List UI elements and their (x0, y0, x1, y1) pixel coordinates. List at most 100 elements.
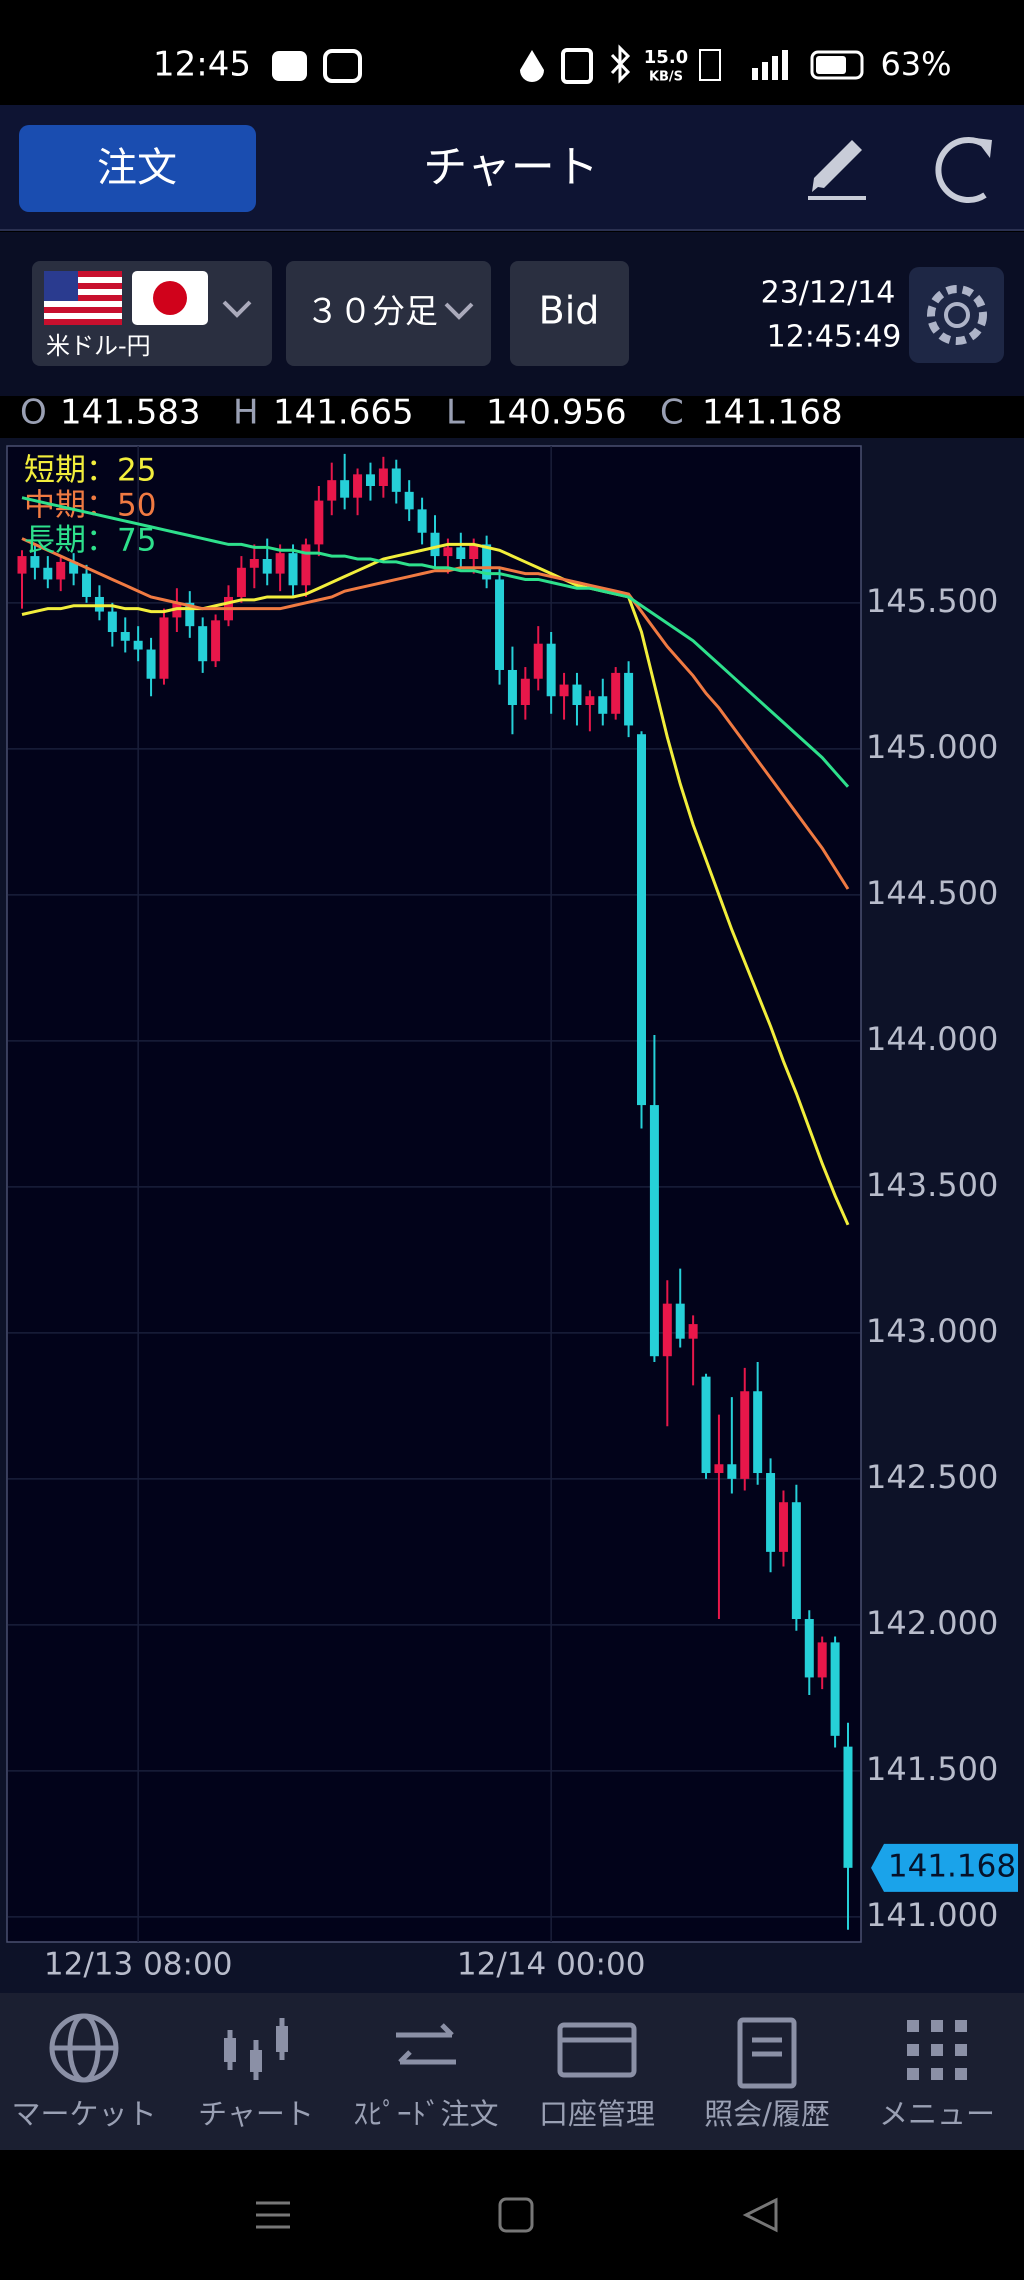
pair-label: 米ドル-円 (46, 332, 151, 360)
candle-body (649, 1105, 659, 1357)
y-tick-label: 142.000 (866, 1604, 998, 1642)
price-tag-label: 141.168 (888, 1848, 1016, 1884)
chart: 145.500 145.000 144.500 144.000 143.500 143.0… (8, 446, 1018, 1983)
candle-body (740, 1391, 750, 1479)
candle-body (82, 573, 92, 597)
candle-body (624, 672, 634, 726)
order-button[interactable] (19, 125, 256, 212)
candle-body (288, 553, 298, 586)
nav-label: メニュー (879, 2097, 995, 2131)
candle-body (443, 547, 453, 557)
timeframe-label: ３０分足 (306, 292, 438, 331)
candle-body (236, 567, 246, 597)
candle-body (430, 532, 440, 557)
candle-body (778, 1502, 788, 1552)
candle-body (17, 556, 27, 574)
toolbar-date: 23/12/14 (761, 276, 896, 311)
candle-body (572, 684, 582, 706)
net-speed: 15.0 (644, 47, 688, 68)
edit-button[interactable] (808, 140, 866, 200)
ma-line (21, 496, 850, 788)
volte-icon (699, 49, 721, 81)
refresh-button[interactable] (935, 137, 992, 203)
candle-body (533, 643, 543, 679)
candle-body (120, 632, 130, 641)
candle-body (262, 559, 272, 574)
candle-body (714, 1464, 724, 1474)
candle-body (417, 509, 427, 533)
candle-body (340, 480, 350, 498)
ohlc-value: 140.956 (486, 393, 627, 433)
net-unit: KB/S (649, 70, 683, 85)
jp-flag-sun (153, 281, 187, 315)
y-tick-label: 145.500 (866, 582, 998, 620)
candle-body (249, 559, 259, 568)
bluetooth-icon (610, 44, 631, 84)
nav-label: マーケット (11, 2097, 156, 2131)
candle-body (495, 579, 505, 670)
candle-body (56, 561, 66, 580)
candle-body (185, 602, 195, 627)
gear-icon (927, 285, 987, 345)
nav-icons (49, 2013, 797, 2089)
candle-body (301, 544, 311, 586)
candle-body (791, 1502, 801, 1620)
y-tick-label: 145.000 (866, 728, 998, 766)
ma-line (21, 542, 850, 1226)
y-tick-label: 143.500 (866, 1166, 998, 1204)
candle-body (469, 544, 479, 560)
battery-text: 63% (880, 45, 951, 83)
order-button-label: 注文 (97, 145, 177, 191)
nfc-icon (561, 48, 593, 84)
candle-body (133, 640, 143, 650)
candle-body (727, 1464, 737, 1479)
candle-body (275, 553, 285, 574)
chevron (222, 300, 252, 318)
status-icon (520, 50, 544, 82)
price-tag (871, 1843, 1018, 1892)
app-icon (323, 49, 362, 83)
header-title: チャート (423, 142, 599, 193)
ma-line (21, 537, 850, 890)
candle-body (211, 620, 221, 662)
battery-icon (810, 50, 864, 80)
timeframe-selector[interactable] (286, 261, 491, 366)
candle-body (559, 684, 569, 697)
price-type-button[interactable] (510, 261, 629, 366)
candle-body (43, 567, 53, 580)
toolbar-time: 12:45:49 (767, 320, 902, 355)
candle-body (637, 734, 646, 1106)
candle-body (30, 556, 40, 568)
y-tick-label: 144.000 (866, 1020, 998, 1058)
candle-body (507, 669, 517, 706)
x-tick-label: 12/14 00:00 (457, 1947, 646, 1983)
status-time: 12:45 (153, 45, 251, 85)
candle-body (378, 468, 388, 487)
candle-body (598, 696, 608, 714)
candle-body (675, 1303, 685, 1339)
candle-body (804, 1619, 814, 1678)
system-nav-icons (256, 2197, 778, 2233)
bottom-nav (0, 1993, 1024, 2150)
y-tick-label: 144.500 (866, 874, 998, 912)
candle-body (456, 547, 466, 560)
candle-body (482, 544, 492, 580)
candle-body (611, 672, 621, 714)
candle-body (830, 1642, 840, 1736)
candle-body (353, 474, 363, 498)
candle-body (585, 696, 595, 706)
ohlc-value: 141.168 (702, 393, 843, 433)
legend-entry: 長期：75 (24, 523, 156, 559)
y-tick-label: 143.000 (866, 1312, 998, 1350)
candle-body (520, 678, 530, 706)
candle-body (662, 1303, 672, 1357)
candle-body (314, 500, 324, 545)
settings-button[interactable] (909, 267, 1004, 363)
candle-body (391, 468, 401, 492)
plot-area (6, 445, 862, 1943)
candle-body (701, 1376, 711, 1474)
candle-body (766, 1473, 776, 1552)
candle-body (753, 1391, 763, 1474)
